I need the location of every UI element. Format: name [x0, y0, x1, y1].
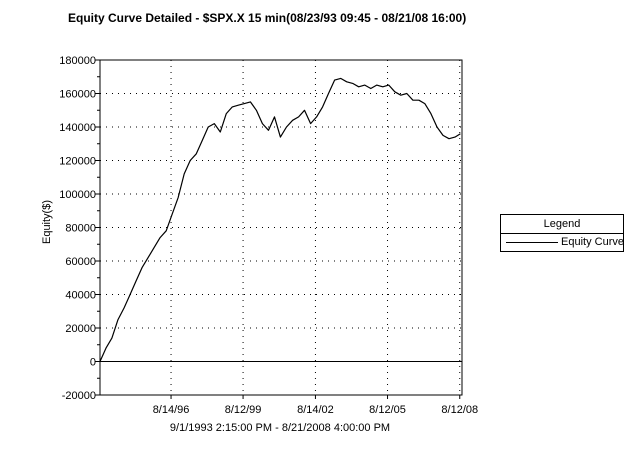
legend-title: Legend — [543, 218, 581, 230]
x-tick-label: 8/14/02 — [297, 404, 334, 416]
legend-swatch-equity-curve — [506, 242, 558, 243]
series-layer — [99, 77, 461, 362]
y-tick-label: 120000 — [59, 156, 96, 168]
y-tick-label: -20000 — [62, 390, 96, 402]
x-tick-label: 8/12/05 — [369, 404, 406, 416]
legend-item-equity-curve: Equity Curve — [561, 236, 624, 248]
x-tick-label: 8/12/99 — [225, 404, 262, 416]
y-tick-label: 180000 — [59, 55, 96, 67]
y-tick-label: 80000 — [65, 223, 96, 235]
y-axis-label: Equity($) — [41, 200, 53, 244]
y-tick-label: 0 — [90, 357, 96, 369]
grid-lines — [100, 60, 462, 395]
y-tick-label: 60000 — [65, 256, 96, 268]
x-tick-label: 8/14/96 — [153, 404, 190, 416]
chart-title: Equity Curve Detailed - $SPX.X 15 min(08… — [68, 11, 467, 25]
y-tick-label: 20000 — [65, 323, 96, 335]
x-tick-label: 8/12/08 — [441, 404, 478, 416]
y-tick-label: 160000 — [59, 89, 96, 101]
x-axis-label: 9/1/1993 2:15:00 PM - 8/21/2008 4:00:00 … — [169, 422, 391, 434]
y-tick-label: 140000 — [59, 122, 96, 134]
series-line-equity-curve — [99, 77, 461, 362]
y-tick-label: 100000 — [59, 189, 96, 201]
legend-divider — [501, 233, 623, 234]
legend: Legend Equity Curve — [500, 214, 624, 252]
y-tick-label: 40000 — [65, 290, 96, 302]
axes: -20000 0 20000 40000 60000 80000 100000 120000 1… — [59, 55, 478, 416]
